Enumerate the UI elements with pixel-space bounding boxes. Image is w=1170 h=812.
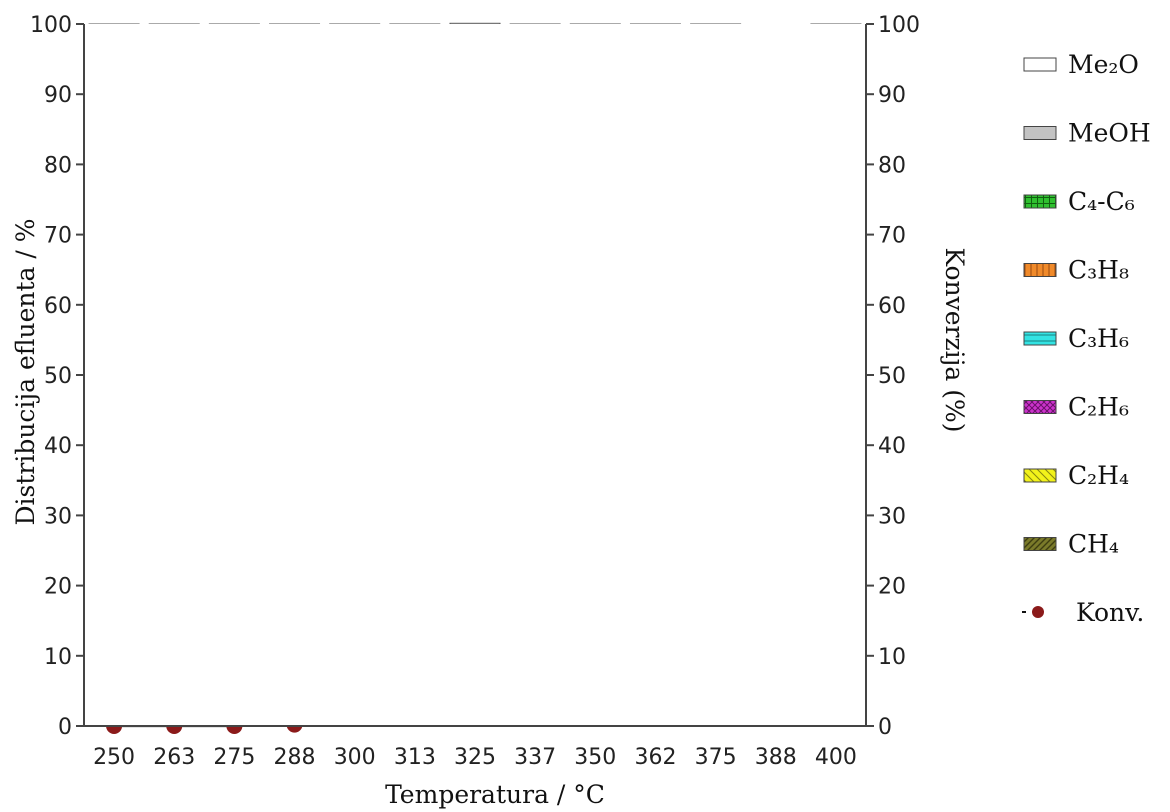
legend-label: C₂H₆ — [1068, 393, 1129, 422]
legend-label: C₂H₄ — [1068, 461, 1129, 490]
y2-tick-label: 10 — [878, 645, 906, 670]
y2-tick-label: 80 — [878, 153, 906, 178]
legend-label: C₃H₈ — [1068, 256, 1129, 285]
y2-axis-title: Konverzija (%) — [940, 247, 969, 432]
legend-item-meoh: MeOH — [1023, 119, 1151, 148]
y2-tick-label: 40 — [878, 434, 906, 459]
y-axis-title: Distribucija efluenta / % — [11, 218, 40, 525]
y-tick-label: 60 — [44, 294, 72, 319]
legend-label: MeOH — [1068, 119, 1151, 148]
y-tick-label: 40 — [44, 434, 72, 459]
legend-label: CH₄ — [1068, 530, 1119, 559]
y-tick-label: 20 — [44, 575, 72, 600]
legend-item-c3h6: C₃H₆ — [1023, 324, 1129, 353]
x-tick-label: 313 — [394, 745, 436, 770]
x-tick-label: 375 — [695, 745, 737, 770]
x-tick-label: 400 — [815, 745, 857, 770]
x-tick-label: 300 — [334, 745, 376, 770]
y2-tick-label: 70 — [878, 224, 906, 249]
y-tick-label: 70 — [44, 224, 72, 249]
legend-label: Me₂O — [1068, 50, 1139, 79]
plot-area — [84, 24, 866, 726]
x-tick-label: 325 — [454, 745, 496, 770]
legend-swatch — [1023, 126, 1057, 140]
x-tick-label: 275 — [213, 745, 255, 770]
y-tick-label: 0 — [58, 715, 72, 740]
x-tick-label: 350 — [574, 745, 616, 770]
y2-tick-label: 30 — [878, 504, 906, 529]
legend-item-c3h8: C₃H₈ — [1023, 256, 1129, 285]
axes-layer: 0 0 10 10 20 20 30 30 40 40 50 50 60 60 70 70 80 80 90 90 10… — [30, 13, 920, 770]
legend-swatch — [1032, 606, 1044, 618]
legend-item-c2h4: C₂H₄ — [1023, 461, 1129, 490]
y2-tick-label: 50 — [878, 364, 906, 389]
legend-label: C₃H₆ — [1068, 324, 1129, 353]
x-tick-label: 388 — [755, 745, 797, 770]
legend-item-c2h6: C₂H₆ — [1023, 393, 1129, 422]
legend-item-ch4: CH₄ — [1023, 530, 1119, 559]
legend-item-me2o: Me₂O — [1023, 50, 1139, 79]
legend-label: C₄-C₆ — [1068, 187, 1135, 216]
y-tick-label: 80 — [44, 153, 72, 178]
y2-tick-label: 90 — [878, 83, 906, 108]
legend-swatch — [1023, 263, 1057, 277]
legend-swatch — [1023, 400, 1057, 414]
y-tick-label: 100 — [30, 13, 72, 38]
y2-tick-label: 20 — [878, 575, 906, 600]
legend-item-c4c6: C₄-C₆ — [1023, 187, 1135, 216]
legend-swatch — [1023, 331, 1057, 346]
legend-item-konv: Konv. — [1022, 598, 1144, 627]
x-tick-label: 250 — [93, 745, 135, 770]
legend-swatch — [1023, 468, 1057, 483]
y-tick-label: 30 — [44, 504, 72, 529]
y2-tick-label: 60 — [878, 294, 906, 319]
y-tick-label: 10 — [44, 645, 72, 670]
legend-swatch — [1023, 537, 1057, 551]
x-axis-title: Temperatura / °C — [385, 780, 605, 809]
y-tick-label: 90 — [44, 83, 72, 108]
legend: Me₂O MeOH C₄-C₆ C₃H₈ C₃H₆ C₂H₆ C₂H₄ CH₄ Konv. — [1022, 50, 1151, 627]
y2-tick-label: 100 — [878, 13, 920, 38]
x-tick-label: 263 — [153, 745, 195, 770]
x-tick-label: 337 — [514, 745, 556, 770]
y-tick-label: 50 — [44, 364, 72, 389]
x-tick-label: 288 — [274, 745, 316, 770]
y2-tick-label: 0 — [878, 715, 892, 740]
legend-swatch — [1023, 194, 1057, 209]
legend-swatch — [1023, 57, 1057, 72]
x-tick-label: 362 — [634, 745, 676, 770]
legend-label: Konv. — [1076, 598, 1144, 627]
